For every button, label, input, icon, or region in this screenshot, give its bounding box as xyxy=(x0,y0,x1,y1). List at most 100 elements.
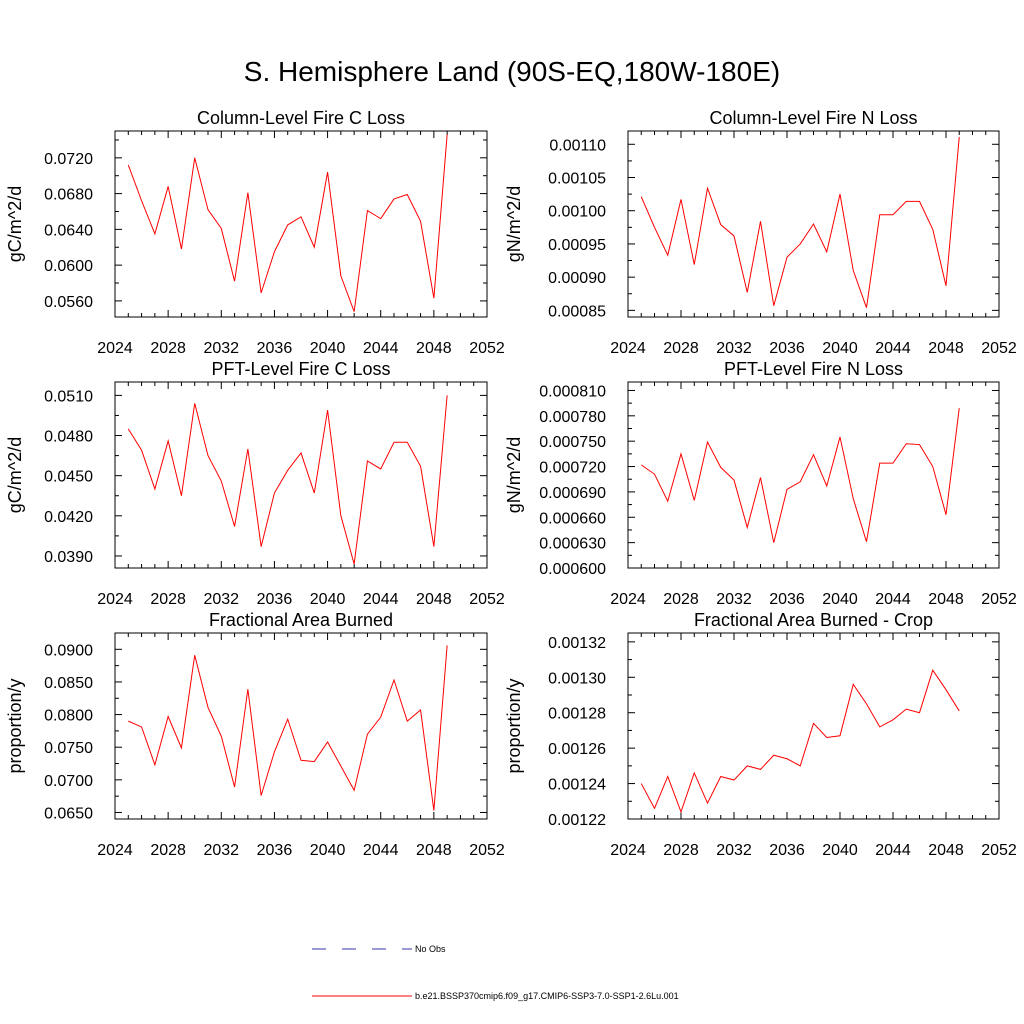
plot-frame xyxy=(114,381,488,569)
y-tick-label: 0.000690 xyxy=(539,485,606,502)
x-tick-label: 2024 xyxy=(97,591,133,608)
x-tick-label: 2040 xyxy=(822,842,858,859)
x-tick-label: 2040 xyxy=(310,842,346,859)
x-tick-label: 2040 xyxy=(822,340,858,357)
x-tick-label: 2036 xyxy=(257,591,293,608)
x-tick-label: 2040 xyxy=(822,591,858,608)
x-tick-label: 2024 xyxy=(97,842,133,859)
y-tick-label: 0.00130 xyxy=(548,670,606,687)
y-axis-label: gN/m^2/d xyxy=(504,437,524,513)
x-tick-label: 2048 xyxy=(416,842,452,859)
y-tick-label: 0.000750 xyxy=(539,434,606,451)
panel-title: Fractional Area Burned - Crop xyxy=(694,610,933,630)
legend: No Obs b.e21.BSSP370cmip6.f09_g17.CMIP6-S… xyxy=(312,944,679,1001)
x-tick-label: 2052 xyxy=(981,842,1017,859)
y-tick-label: 0.00122 xyxy=(548,812,606,829)
figure-title: S. Hemisphere Land (90S-EQ,180W-180E) xyxy=(243,56,781,87)
x-tick-label: 2036 xyxy=(257,340,293,357)
x-tick-label: 2044 xyxy=(875,340,911,357)
series-line xyxy=(128,645,448,811)
panel-title: Column-Level Fire C Loss xyxy=(197,108,405,128)
x-tick-label: 2044 xyxy=(363,842,399,859)
panel-title: Column-Level Fire N Loss xyxy=(709,108,917,128)
y-tick-label: 0.0640 xyxy=(44,222,93,239)
x-tick-label: 2040 xyxy=(310,591,346,608)
y-tick-label: 0.00105 xyxy=(548,171,606,188)
x-tick-label: 2036 xyxy=(769,591,805,608)
y-tick-label: 0.00110 xyxy=(549,137,606,154)
y-axis-label: gC/m^2/d xyxy=(5,437,25,513)
panel-3: PFT-Level Fire C Loss 2024 2028 2032 2036 204… xyxy=(5,359,505,608)
y-tick-label: 0.0480 xyxy=(44,429,93,446)
y-tick-label: 0.0850 xyxy=(44,675,93,692)
panel-6: Fractional Area Burned - Crop 2024 2028 203… xyxy=(504,610,1017,859)
y-axis-label: gC/m^2/d xyxy=(5,186,25,262)
x-tick-label: 2032 xyxy=(203,340,239,357)
panel-4: PFT-Level Fire N Loss 2024 2028 2032 2036 204… xyxy=(504,359,1017,608)
x-tick-label: 2024 xyxy=(610,340,646,357)
y-tick-label: 0.0700 xyxy=(44,773,93,790)
x-tick-label: 2032 xyxy=(716,591,752,608)
plot-frame xyxy=(627,381,1000,569)
x-tick-label: 2036 xyxy=(769,842,805,859)
y-tick-label: 0.000720 xyxy=(539,460,606,477)
y-tick-label: 0.000600 xyxy=(539,561,606,578)
x-tick-label: 2048 xyxy=(416,340,452,357)
series-line xyxy=(640,408,960,543)
y-tick-label: 0.0560 xyxy=(44,294,93,311)
x-tick-label: 2052 xyxy=(469,340,505,357)
x-tick-label: 2024 xyxy=(610,591,646,608)
plot-frame xyxy=(627,632,1000,820)
x-tick-label: 2028 xyxy=(663,340,699,357)
x-tick-label: 2032 xyxy=(716,340,752,357)
y-tick-label: 0.00100 xyxy=(548,204,606,221)
y-tick-label: 0.00124 xyxy=(548,777,606,794)
x-tick-label: 2024 xyxy=(97,340,133,357)
y-tick-label: 0.00128 xyxy=(548,706,606,723)
y-tick-label: 0.0420 xyxy=(44,509,93,526)
x-tick-label: 2044 xyxy=(875,591,911,608)
x-tick-label: 2048 xyxy=(416,591,452,608)
x-tick-label: 2052 xyxy=(469,842,505,859)
y-tick-label: 0.0750 xyxy=(44,740,93,757)
x-tick-label: 2052 xyxy=(981,591,1017,608)
y-tick-label: 0.000810 xyxy=(539,383,606,400)
y-tick-label: 0.0390 xyxy=(44,549,93,566)
y-tick-label: 0.00090 xyxy=(548,270,606,287)
x-tick-label: 2044 xyxy=(363,340,399,357)
y-tick-label: 0.00085 xyxy=(548,303,606,320)
y-axis-label: gN/m^2/d xyxy=(504,186,524,262)
series-line xyxy=(127,134,448,312)
x-tick-label: 2028 xyxy=(150,591,186,608)
x-tick-label: 2040 xyxy=(310,340,346,357)
y-tick-label: 0.000780 xyxy=(539,409,606,426)
panel-1: Column-Level Fire C Loss 2024 2028 2032 2036… xyxy=(5,108,505,357)
panel-5: Fractional Area Burned 2024 2028 2032 2036 20… xyxy=(5,610,505,859)
panel-2: Column-Level Fire N Loss 2024 2028 2032 2036… xyxy=(504,108,1017,357)
y-tick-label: 0.0600 xyxy=(44,258,93,275)
panel-title: Fractional Area Burned xyxy=(209,610,393,630)
x-tick-label: 2024 xyxy=(610,842,646,859)
y-tick-label: 0.000630 xyxy=(539,536,606,553)
y-tick-label: 0.0680 xyxy=(44,187,93,204)
legend-no-obs-label: No Obs xyxy=(415,944,446,954)
x-tick-label: 2032 xyxy=(203,842,239,859)
x-tick-label: 2044 xyxy=(363,591,399,608)
x-tick-label: 2036 xyxy=(257,842,293,859)
y-tick-label: 0.0900 xyxy=(44,642,93,659)
x-tick-label: 2028 xyxy=(663,842,699,859)
y-tick-label: 0.00132 xyxy=(548,635,606,652)
x-tick-label: 2048 xyxy=(928,591,964,608)
x-tick-label: 2044 xyxy=(875,842,911,859)
legend-model-label: b.e21.BSSP370cmip6.f09_g17.CMIP6-SSP3-7.… xyxy=(415,991,679,1001)
x-tick-label: 2048 xyxy=(928,842,964,859)
x-tick-label: 2052 xyxy=(469,591,505,608)
y-tick-label: 0.00126 xyxy=(548,741,606,758)
y-tick-label: 0.0510 xyxy=(44,388,93,405)
series-line xyxy=(127,395,448,565)
x-tick-label: 2036 xyxy=(769,340,805,357)
y-tick-label: 0.0800 xyxy=(44,708,93,725)
series-line xyxy=(640,136,960,308)
x-tick-label: 2032 xyxy=(203,591,239,608)
panel-title: PFT-Level Fire N Loss xyxy=(724,359,903,379)
